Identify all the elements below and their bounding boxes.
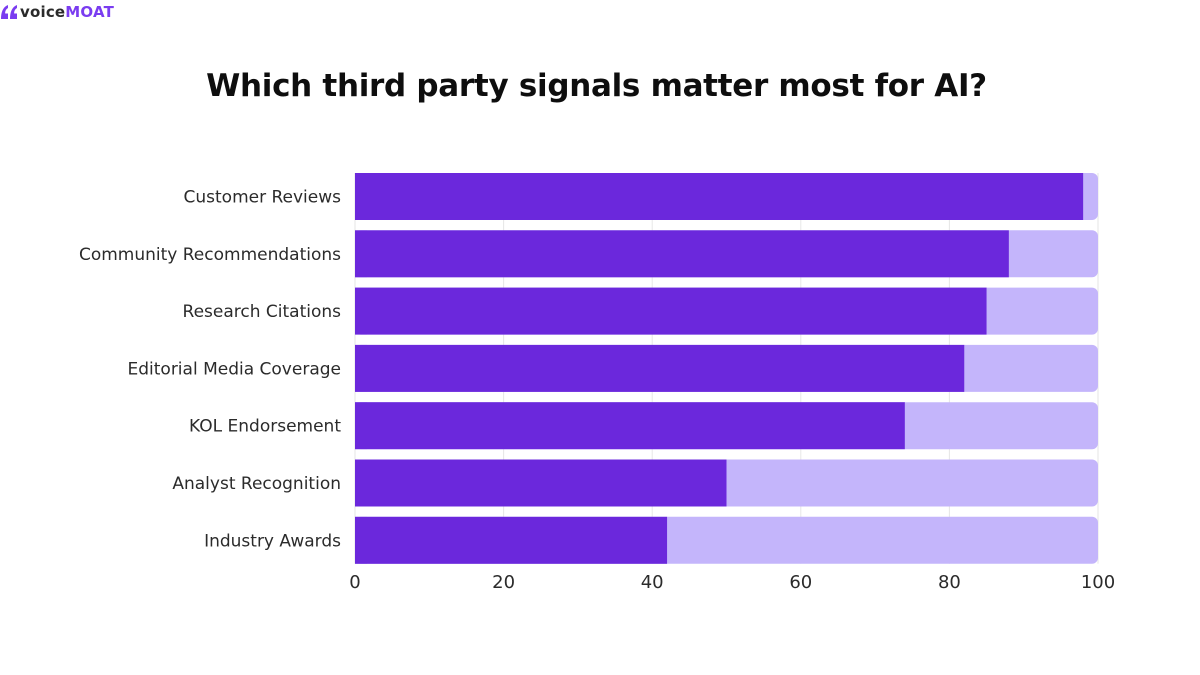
bar <box>355 459 727 507</box>
x-tick-label: 20 <box>492 572 515 593</box>
brand-logo: voiceMOAT <box>0 1 114 23</box>
category-label: KOL Endorsement <box>189 417 341 437</box>
x-tick-label: 0 <box>349 572 360 593</box>
bar <box>355 344 965 392</box>
bar <box>355 287 987 335</box>
x-tick-label: 40 <box>641 572 664 593</box>
bar <box>355 516 668 564</box>
category-label: Analyst Recognition <box>172 474 341 494</box>
category-label: Editorial Media Coverage <box>128 359 342 379</box>
x-tick-label: 80 <box>938 572 961 593</box>
category-label: Customer Reviews <box>184 188 342 208</box>
bar <box>355 402 905 450</box>
x-tick-label: 60 <box>789 572 812 593</box>
category-label: Research Citations <box>183 302 342 322</box>
x-tick-label: 100 <box>1081 572 1115 593</box>
category-label: Industry Awards <box>204 531 341 551</box>
bar <box>355 230 1009 278</box>
quote-mark-icon <box>1 5 17 19</box>
chart-title: Which third party signals matter most fo… <box>206 68 987 104</box>
category-label: Community Recommendations <box>79 245 341 265</box>
bar <box>355 173 1084 220</box>
brand-name-part2: MOAT <box>65 3 115 21</box>
brand-name-part1: voice <box>20 3 66 21</box>
brand-wordmark: voiceMOAT <box>20 2 114 22</box>
